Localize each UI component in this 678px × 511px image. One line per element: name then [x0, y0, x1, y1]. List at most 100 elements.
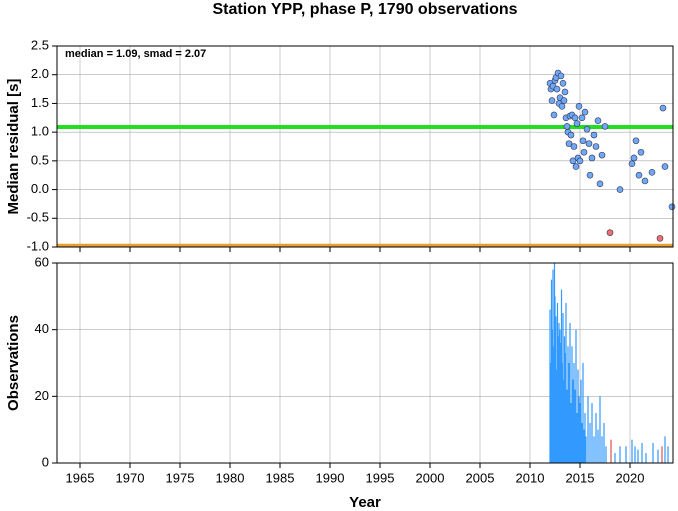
point	[576, 157, 584, 165]
point	[569, 157, 577, 165]
point	[575, 103, 583, 110]
x-tick-label: 2005	[466, 470, 495, 485]
point	[586, 171, 594, 179]
point	[558, 103, 566, 110]
plot-frame	[56, 262, 674, 464]
y-tick-label: -0.5	[27, 210, 49, 225]
bar	[577, 369, 579, 463]
x-tick-label: 2000	[416, 470, 445, 485]
bar	[575, 329, 577, 463]
x-tick-label: 2020	[616, 470, 645, 485]
bar	[664, 436, 666, 463]
point	[559, 80, 567, 87]
point	[641, 177, 649, 185]
bar	[552, 346, 555, 463]
point	[548, 97, 556, 104]
bar	[572, 379, 574, 463]
point	[570, 143, 578, 150]
annotation: median = 1.09, smad = 2.07	[65, 48, 206, 60]
bar	[631, 439, 633, 463]
y-tick-label: 0	[42, 454, 49, 469]
point	[648, 169, 656, 176]
bar	[549, 309, 551, 463]
point	[560, 97, 568, 104]
bar	[559, 343, 562, 463]
bar	[584, 413, 586, 463]
point	[601, 123, 609, 130]
y-tick-label: 40	[35, 321, 49, 336]
bar	[599, 396, 601, 463]
point	[557, 72, 565, 80]
bar	[569, 323, 571, 463]
bar	[645, 453, 647, 463]
point	[581, 108, 589, 116]
bar	[568, 363, 570, 463]
bar	[578, 396, 580, 463]
y-tick-label: 1.0	[31, 124, 49, 139]
y-tick-label: 0.5	[31, 152, 49, 167]
y-tick-label: 2.0	[31, 66, 49, 81]
bar	[567, 346, 569, 463]
point	[572, 163, 580, 170]
bar	[595, 413, 597, 463]
point	[563, 123, 571, 130]
x-tick-label: 1970	[116, 470, 145, 485]
bar	[576, 413, 578, 463]
point	[656, 235, 664, 242]
point	[590, 131, 598, 139]
bar	[625, 446, 627, 463]
bar	[585, 436, 587, 463]
bar	[637, 449, 639, 463]
x-tick-label: 2010	[516, 470, 545, 485]
point	[630, 154, 638, 162]
point	[598, 151, 606, 159]
x-tick-label: 2015	[566, 470, 595, 485]
point	[592, 143, 600, 150]
point	[580, 148, 588, 156]
point	[659, 104, 667, 112]
y-tick-label: 60	[35, 254, 49, 269]
bar	[614, 453, 616, 463]
y-tick-label: 20	[35, 388, 49, 403]
bar	[571, 346, 573, 463]
bar	[641, 443, 643, 463]
y-axis-label: Observations	[5, 315, 22, 411]
point	[588, 154, 596, 162]
bar	[570, 403, 572, 463]
point	[550, 111, 558, 119]
point	[567, 131, 575, 139]
point	[571, 114, 579, 122]
bar	[583, 429, 585, 463]
bar	[581, 423, 583, 463]
bar	[580, 379, 582, 463]
y-axis-label: Median residual [s]	[5, 79, 22, 215]
bar	[551, 329, 553, 463]
point	[606, 229, 614, 236]
bar	[562, 313, 564, 463]
bar	[634, 446, 636, 463]
y-tick-label: 2.5	[31, 37, 49, 52]
point	[561, 88, 569, 96]
bar	[667, 446, 669, 463]
x-axis-label: Year	[349, 494, 381, 511]
point	[596, 180, 604, 188]
bar	[558, 323, 560, 463]
bar	[589, 423, 591, 463]
point	[637, 148, 645, 156]
bar	[657, 449, 659, 463]
x-tick-label: 1990	[316, 470, 345, 485]
point	[668, 203, 676, 211]
x-tick-label: 1965	[66, 470, 95, 485]
bar	[601, 436, 603, 463]
x-tick-label: 1980	[216, 470, 245, 485]
bar	[557, 336, 559, 463]
x-tick-label: 1975	[166, 470, 195, 485]
point	[585, 140, 593, 147]
point	[635, 171, 643, 179]
point	[628, 160, 636, 168]
point	[583, 125, 591, 133]
bar	[582, 363, 584, 463]
bar	[566, 389, 568, 463]
point	[578, 114, 586, 122]
bar	[565, 303, 567, 463]
